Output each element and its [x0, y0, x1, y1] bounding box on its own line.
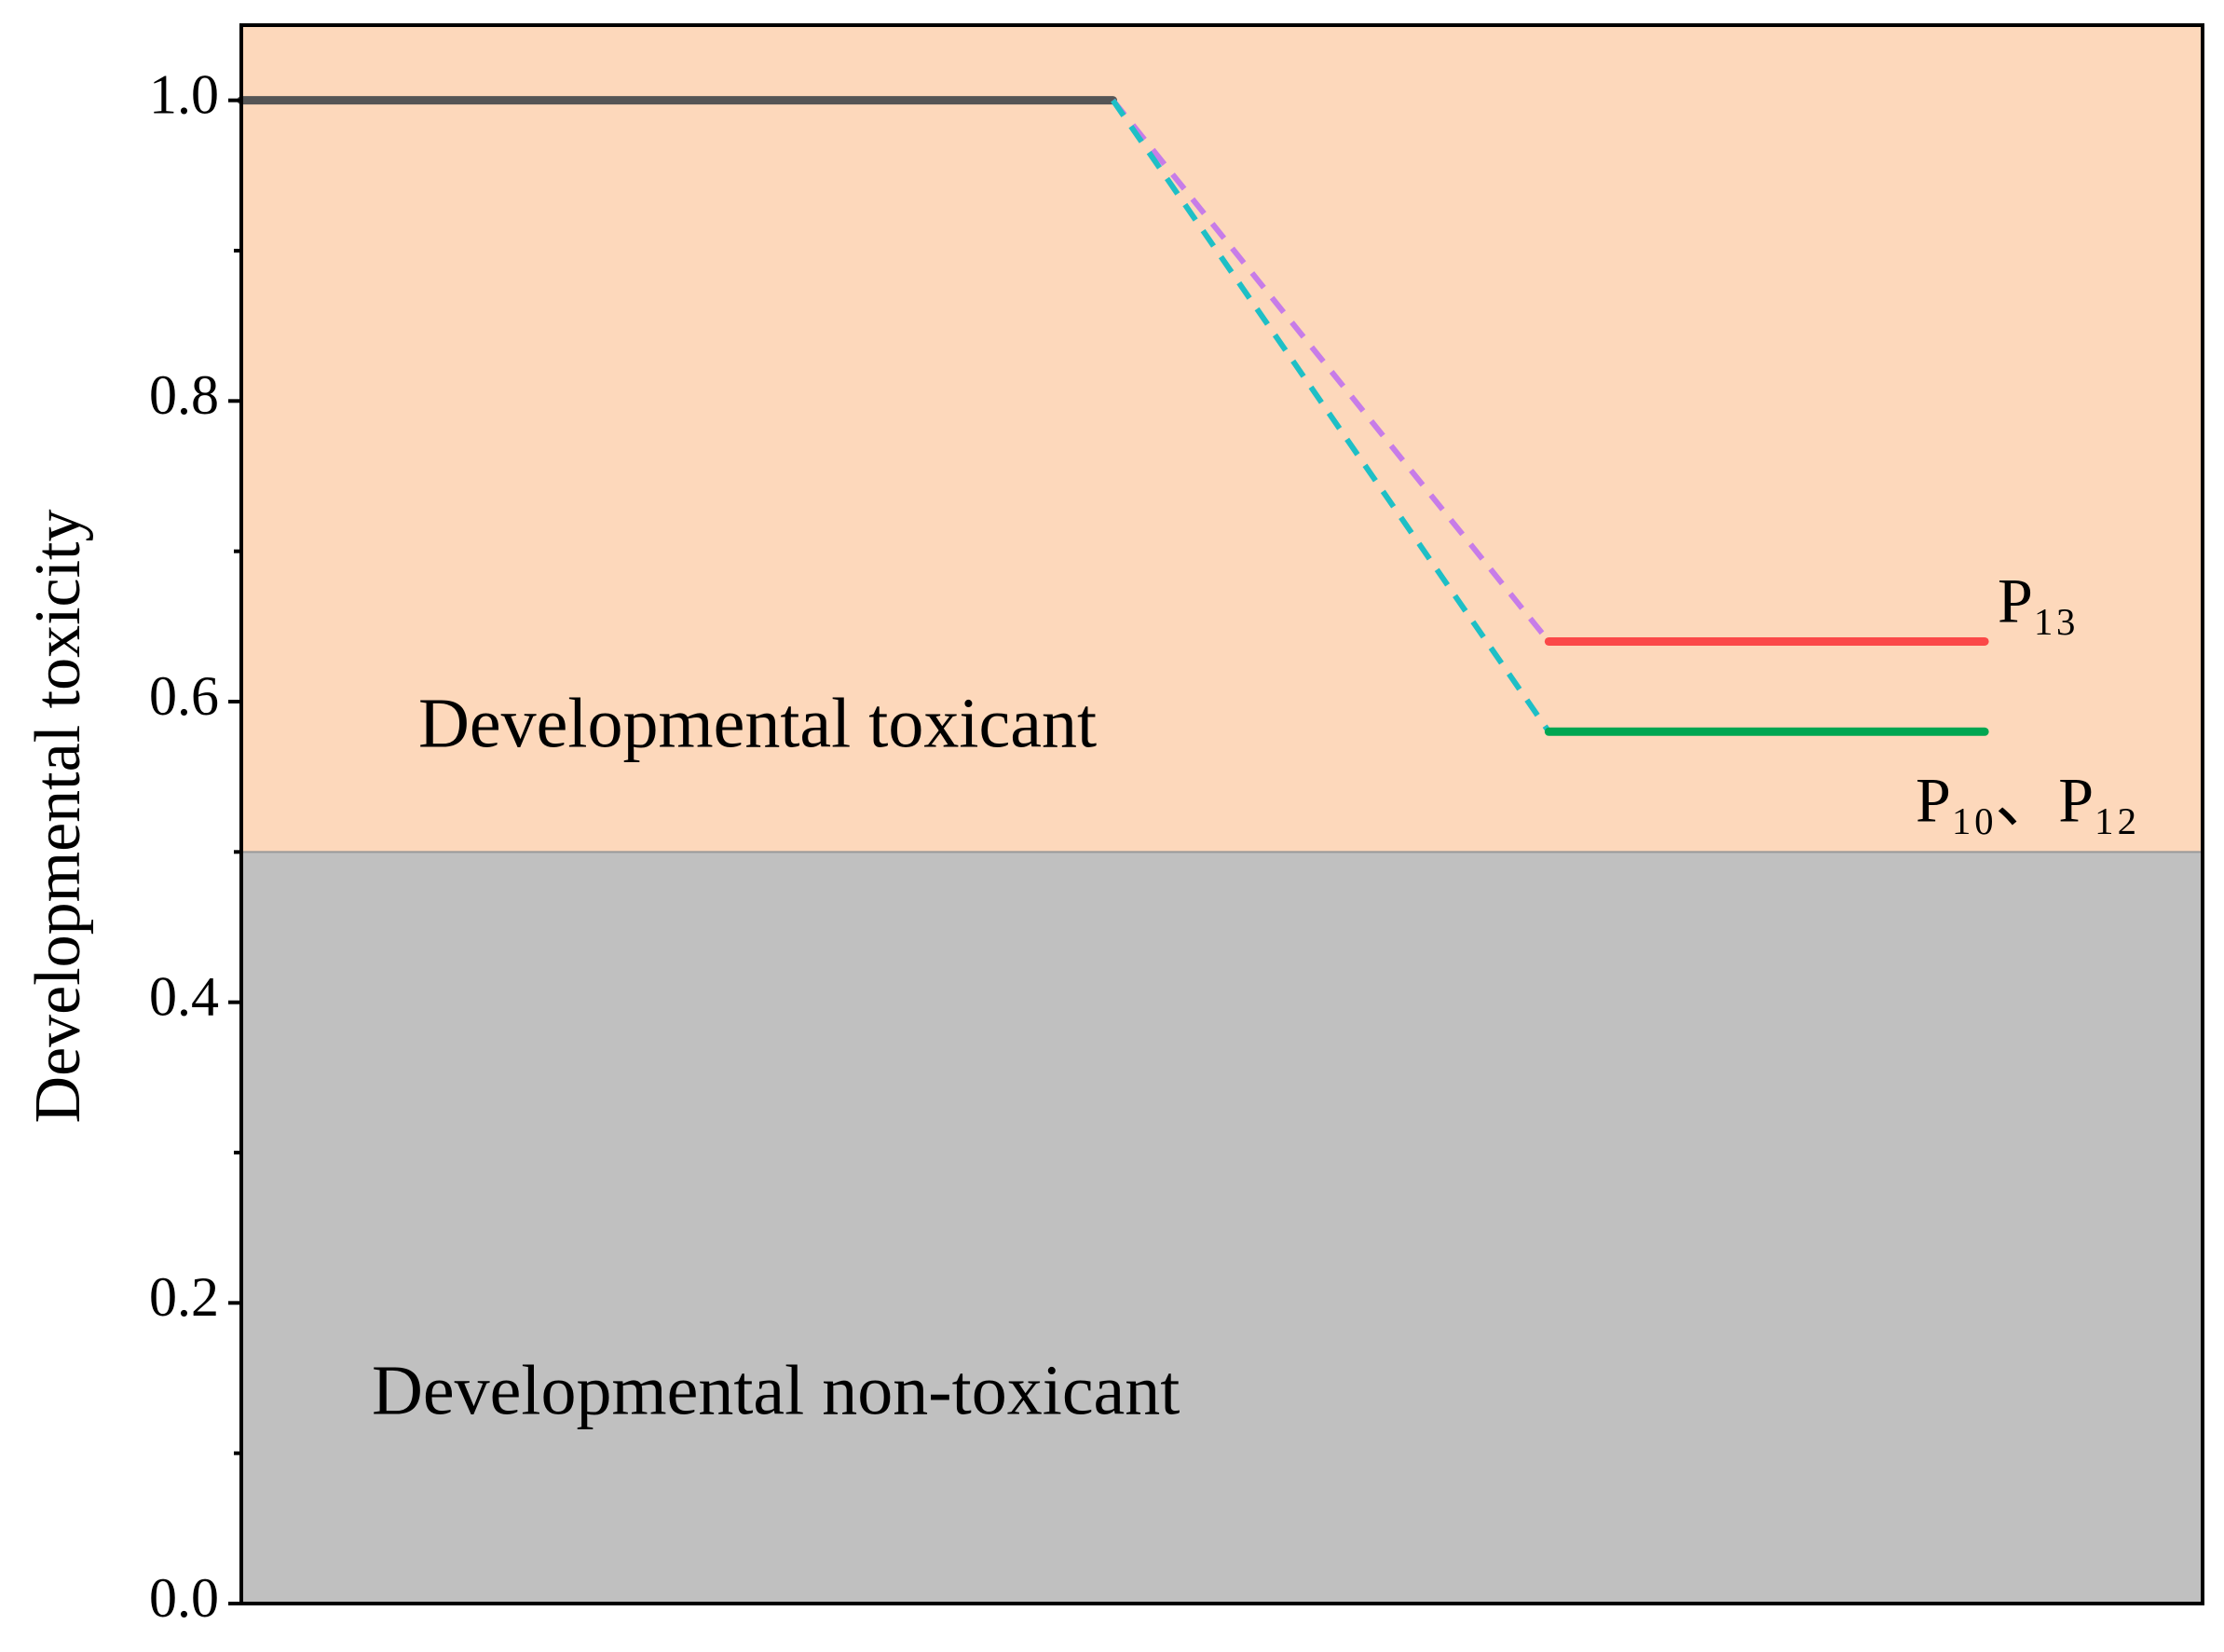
y-tick-label: 1.0	[149, 63, 219, 125]
y-tick-label: 0.8	[149, 364, 219, 426]
annotation: P₁₀、P₁₂	[1916, 765, 2137, 836]
y-axis-label: Developmental toxicity	[22, 510, 94, 1124]
region	[241, 852, 2203, 1604]
y-tick-label: 0.4	[149, 965, 219, 1027]
series-line	[1111, 98, 1551, 733]
y-tick-label: 0.6	[149, 665, 219, 727]
region-label: Developmental non-toxicant	[372, 1351, 1180, 1429]
region-label: Developmental toxicant	[418, 684, 1097, 762]
series-line	[1111, 98, 1551, 644]
annotation: P₁₃	[1998, 566, 2077, 636]
y-tick-label: 0.0	[149, 1567, 219, 1629]
region	[241, 25, 2203, 853]
y-tick-label: 0.2	[149, 1266, 219, 1328]
plot-frame	[239, 23, 2204, 1605]
